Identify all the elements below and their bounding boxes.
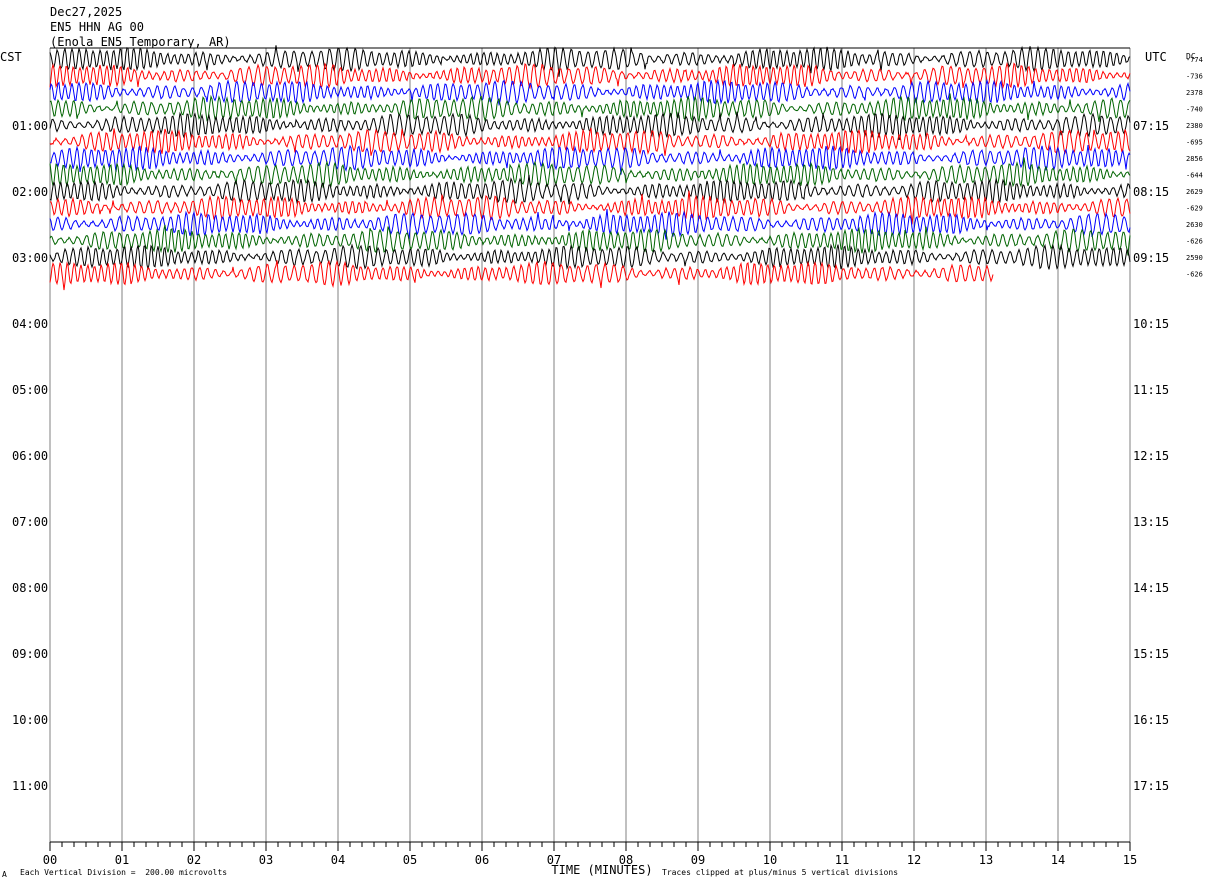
x-axis-title: TIME (MINUTES) bbox=[551, 863, 652, 877]
dc-offset-label: -695 bbox=[1186, 139, 1203, 147]
dc-offset-label: -774 bbox=[1186, 56, 1203, 64]
trace-red bbox=[49, 190, 1131, 225]
left-time-label: 05:00 bbox=[12, 383, 48, 397]
x-tick-label: 09 bbox=[691, 853, 705, 867]
x-tick-label: 10 bbox=[763, 853, 777, 867]
x-tick-label: 15 bbox=[1123, 853, 1137, 867]
x-tick-label: 03 bbox=[259, 853, 273, 867]
x-tick-label: 02 bbox=[187, 853, 201, 867]
right-timezone-label: UTC bbox=[1145, 50, 1167, 64]
dc-offset-label: 2380 bbox=[1186, 122, 1203, 130]
date-label: Dec27,2025 bbox=[50, 5, 123, 19]
axis-layer bbox=[49, 841, 1131, 851]
dc-offset-label: 2856 bbox=[1186, 155, 1203, 163]
left-time-label: 11:00 bbox=[12, 779, 48, 793]
trace-red bbox=[49, 127, 1131, 156]
x-tick-label: 11 bbox=[835, 853, 849, 867]
dc-offset-label: 2590 bbox=[1186, 254, 1203, 262]
dc-offset-label: 2378 bbox=[1186, 89, 1203, 97]
right-time-label: 09:15 bbox=[1133, 251, 1169, 265]
vertical-division-note: Each Vertical Division = 200.00 microvol… bbox=[20, 868, 228, 877]
x-tick-label: 00 bbox=[43, 853, 57, 867]
dc-offset-label: -740 bbox=[1186, 106, 1203, 114]
left-time-label: 03:00 bbox=[12, 251, 48, 265]
dc-offset-label: -736 bbox=[1186, 73, 1203, 81]
station-label: (Enola EN5 Temporary, AR) bbox=[50, 35, 231, 49]
trace-blue bbox=[49, 144, 1131, 175]
dc-header-label: DC bbox=[1186, 52, 1196, 61]
right-time-label: 08:15 bbox=[1133, 185, 1169, 199]
trace-red bbox=[49, 62, 1131, 90]
dc-offset-label: 2630 bbox=[1186, 221, 1203, 229]
left-time-label: 07:00 bbox=[12, 515, 48, 529]
left-time-label: 06:00 bbox=[12, 449, 48, 463]
x-tick-label: 01 bbox=[115, 853, 129, 867]
trace-blue bbox=[49, 209, 1131, 240]
dc-offset-label: -626 bbox=[1186, 238, 1203, 246]
left-timezone-label: CST bbox=[0, 50, 22, 64]
right-time-label: 13:15 bbox=[1133, 515, 1169, 529]
x-tick-label: 14 bbox=[1051, 853, 1065, 867]
x-tick-label: 04 bbox=[331, 853, 345, 867]
left-time-label: 01:00 bbox=[12, 119, 48, 133]
left-time-label: 10:00 bbox=[12, 713, 48, 727]
right-time-label: 15:15 bbox=[1133, 647, 1169, 661]
trace-black bbox=[49, 45, 1131, 77]
right-time-label: 11:15 bbox=[1133, 383, 1169, 397]
x-tick-label: 08 bbox=[619, 853, 633, 867]
right-time-label: 10:15 bbox=[1133, 317, 1169, 331]
text-layer: 00 01 02 03 04 05 06 07 08 09 10 11 12 13 14 15 TIME (MI… bbox=[12, 56, 1203, 877]
x-tick-label: 07 bbox=[547, 853, 561, 867]
left-time-label: 04:00 bbox=[12, 317, 48, 331]
right-time-label: 16:15 bbox=[1133, 713, 1169, 727]
corner-mark: A bbox=[2, 870, 7, 879]
trace-green bbox=[49, 224, 1131, 256]
trace-green bbox=[49, 157, 1131, 189]
x-tick-label: 05 bbox=[403, 853, 417, 867]
trace-blue bbox=[49, 78, 1131, 107]
right-time-label: 17:15 bbox=[1133, 779, 1169, 793]
left-time-label: 09:00 bbox=[12, 647, 48, 661]
dc-offset-label: -629 bbox=[1186, 205, 1203, 213]
x-tick-label: 12 bbox=[907, 853, 921, 867]
left-time-label: 08:00 bbox=[12, 581, 48, 595]
left-time-label: 02:00 bbox=[12, 185, 48, 199]
dc-offset-label: -644 bbox=[1186, 172, 1203, 180]
trace-layer bbox=[49, 45, 1131, 291]
x-tick-label: 13 bbox=[979, 853, 993, 867]
trace-black bbox=[49, 174, 1131, 205]
right-time-label: 14:15 bbox=[1133, 581, 1169, 595]
right-time-label: 12:15 bbox=[1133, 449, 1169, 463]
dc-offset-label: -626 bbox=[1186, 271, 1203, 279]
dc-offset-label: 2629 bbox=[1186, 188, 1203, 196]
trace-green bbox=[49, 93, 1131, 123]
x-tick-label: 06 bbox=[475, 853, 489, 867]
right-time-label: 07:15 bbox=[1133, 119, 1169, 133]
trace-black bbox=[49, 243, 1131, 271]
clipping-note: Traces clipped at plus/minus 5 vertical … bbox=[662, 868, 899, 877]
trace-red bbox=[49, 260, 994, 291]
channel-label: EN5 HHN AG 00 bbox=[50, 20, 144, 34]
